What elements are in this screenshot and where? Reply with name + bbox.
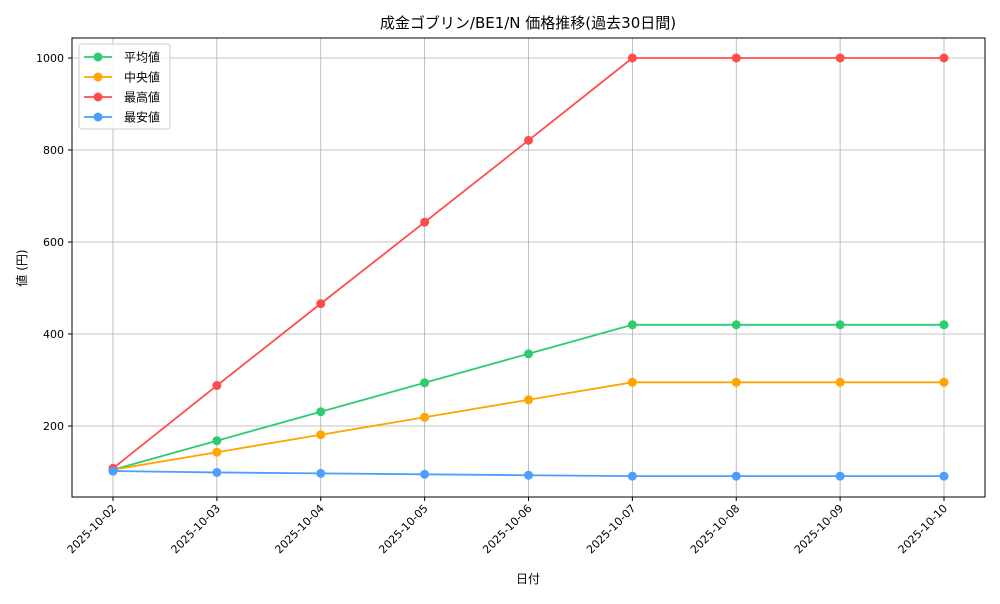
x-axis-label: 日付 — [516, 572, 540, 586]
legend-marker — [93, 52, 103, 62]
data-point — [420, 217, 430, 227]
x-tick-label: 2025-10-03 — [169, 502, 223, 556]
data-point — [939, 471, 949, 481]
x-tick-label: 2025-10-06 — [480, 502, 534, 556]
legend-marker — [93, 72, 103, 82]
data-point — [731, 53, 741, 63]
data-point — [835, 377, 845, 387]
data-point — [835, 53, 845, 63]
legend-marker — [93, 112, 103, 122]
data-point — [835, 471, 845, 481]
data-point — [524, 470, 533, 480]
legend-label: 平均値 — [124, 50, 160, 65]
data-point — [627, 471, 637, 481]
y-tick-label: 400 — [43, 328, 64, 341]
data-point — [212, 436, 222, 446]
series-group — [108, 53, 949, 481]
legend-label: 最安値 — [124, 110, 160, 125]
x-tick-label: 2025-10-08 — [688, 502, 742, 556]
data-point — [524, 349, 533, 359]
data-point — [212, 467, 222, 477]
data-point — [316, 407, 326, 417]
axes: 2025-10-02 2025-10-03 2025-10-04 2025-10-05… — [36, 52, 950, 556]
x-tick-label: 2025-10-10 — [896, 502, 950, 556]
data-point — [316, 430, 326, 440]
data-point — [212, 447, 222, 457]
data-point — [939, 377, 949, 387]
y-axis-label: 値 (円) — [14, 249, 29, 286]
data-point — [627, 377, 637, 387]
data-point — [524, 135, 533, 145]
data-point — [420, 412, 430, 422]
data-point — [420, 469, 430, 479]
x-tick-label: 2025-10-09 — [792, 502, 846, 556]
y-tick-label: 200 — [43, 420, 64, 433]
x-tick-label: 2025-10-05 — [376, 502, 430, 556]
data-point — [939, 320, 949, 330]
data-point — [627, 53, 637, 63]
grid — [72, 38, 985, 497]
data-point — [731, 377, 741, 387]
legend-marker — [93, 92, 103, 102]
legend-box — [78, 43, 171, 130]
data-point — [316, 468, 326, 478]
x-tick-label: 2025-10-04 — [272, 502, 326, 556]
chart-title: 成金ゴブリン/BE1/N 価格推移(過去30日間) — [380, 14, 676, 32]
data-point — [627, 320, 637, 330]
data-point — [731, 471, 741, 481]
data-point — [420, 378, 430, 388]
data-point — [835, 320, 845, 330]
data-point — [939, 53, 949, 63]
y-tick-label: 600 — [43, 236, 64, 249]
legend-label: 中央値 — [124, 70, 160, 85]
y-tick-label: 800 — [43, 144, 64, 157]
data-point — [108, 466, 118, 476]
y-tick-label: 1000 — [36, 52, 64, 65]
x-tick-label: 2025-10-02 — [65, 502, 119, 556]
data-point — [212, 381, 222, 391]
data-point — [316, 299, 326, 309]
data-point — [524, 395, 533, 405]
legend-label: 最高値 — [124, 90, 160, 105]
data-point — [731, 320, 741, 330]
x-tick-label: 2025-10-07 — [584, 502, 638, 556]
